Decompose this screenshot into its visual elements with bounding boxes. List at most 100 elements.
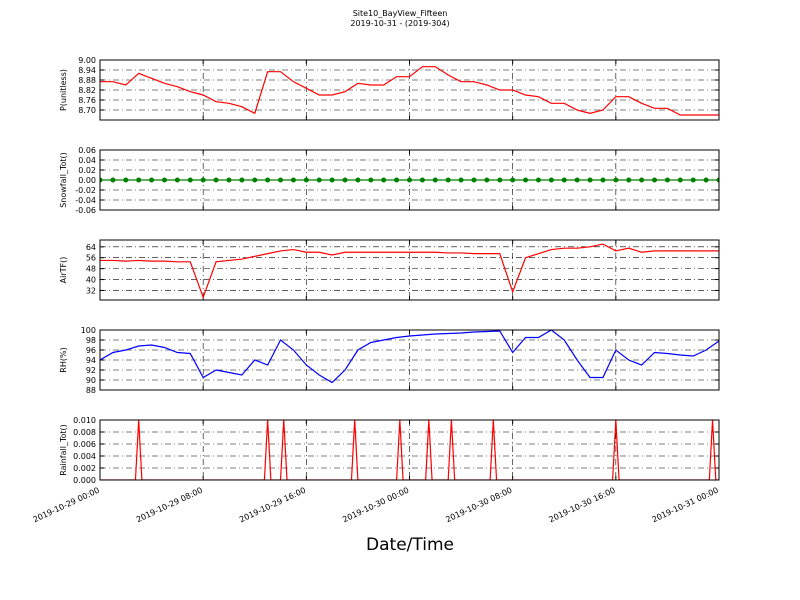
data-point (523, 177, 529, 183)
axes-frame (99, 59, 720, 121)
data-point (716, 177, 719, 183)
y-tick-label: 8.88 (78, 76, 96, 85)
plot-area (100, 330, 719, 384)
y-tick-label: 0.000 (73, 476, 96, 485)
data-point (316, 177, 322, 183)
data-point (703, 177, 709, 183)
y-axis-label: AirTF() (59, 257, 68, 284)
data-point (381, 177, 387, 183)
axes-frame (99, 149, 720, 211)
data-point (355, 177, 361, 183)
data-line (100, 243, 719, 300)
data-point (278, 177, 284, 183)
data-point (303, 177, 309, 183)
data-line (100, 420, 719, 480)
x-axis-label: Date/Time (366, 535, 454, 555)
x-tick-label: 2019-10-29 08:00 (135, 486, 204, 525)
data-point (239, 177, 245, 183)
y-tick-label: 64 (86, 243, 96, 252)
y-tick-label: 0.04 (78, 156, 96, 165)
data-line (100, 330, 719, 384)
y-tick-label: 8.82 (78, 86, 96, 95)
data-point (368, 177, 374, 183)
data-point (458, 177, 464, 183)
y-axis-label: Snowfall_Tot() (59, 152, 68, 208)
data-point (290, 177, 296, 183)
data-point (613, 177, 619, 183)
y-tick-label: 96 (86, 346, 96, 355)
data-point (161, 177, 167, 183)
y-tick-label: -0.04 (75, 196, 96, 205)
data-point (677, 177, 683, 183)
data-point (548, 177, 554, 183)
data-point (664, 177, 670, 183)
data-point (535, 177, 541, 183)
data-point (226, 177, 232, 183)
y-tick-label: 9.00 (78, 56, 96, 65)
data-point (342, 177, 348, 183)
axes-frame (99, 419, 720, 481)
data-point (419, 177, 425, 183)
x-tick-label: 2019-10-29 16:00 (238, 486, 307, 525)
x-tick-label: 2019-10-30 08:00 (444, 486, 513, 525)
data-point (136, 177, 142, 183)
y-tick-label: 0.06 (78, 146, 96, 155)
x-tick-label: 2019-10-29 00:00 (32, 486, 101, 525)
y-tick-label: -0.06 (75, 206, 96, 215)
data-point (471, 177, 477, 183)
y-tick-label: 8.94 (78, 66, 96, 75)
data-point (574, 177, 580, 183)
data-point (626, 177, 632, 183)
axes-frame (99, 329, 720, 391)
y-tick-label: -0.02 (75, 186, 96, 195)
plot-area (100, 177, 719, 183)
y-tick-label: 8.76 (78, 96, 96, 105)
data-point (510, 177, 516, 183)
y-axis-label: Rainfall_Tot() (59, 424, 68, 476)
data-point (123, 177, 129, 183)
axes-frame (99, 239, 720, 301)
y-tick-label: 94 (86, 356, 96, 365)
y-tick-label: 92 (86, 366, 96, 375)
data-point (149, 177, 155, 183)
y-tick-label: 90 (86, 376, 96, 385)
data-line (100, 66, 719, 116)
data-point (639, 177, 645, 183)
data-point (600, 177, 606, 183)
data-point (445, 177, 451, 183)
data-point (174, 177, 180, 183)
y-tick-label: 48 (86, 265, 96, 274)
y-tick-label: 0.006 (73, 440, 96, 449)
chart-title: Site10_BayView_Fifteen (353, 9, 448, 18)
data-point (561, 177, 567, 183)
data-point (432, 177, 438, 183)
data-point (187, 177, 193, 183)
data-point (265, 177, 271, 183)
y-tick-label: 0.010 (73, 416, 96, 425)
y-tick-label: 0.008 (73, 428, 96, 437)
y-tick-label: 8.70 (78, 106, 96, 115)
x-tick-label: 2019-10-31 00:00 (651, 486, 720, 525)
data-point (329, 177, 335, 183)
y-tick-label: 88 (86, 386, 96, 395)
x-tick-label: 2019-10-30 16:00 (548, 486, 617, 525)
y-axis-label: P(unitless) (59, 69, 68, 111)
data-point (213, 177, 219, 183)
y-tick-label: 56 (86, 254, 96, 263)
data-point (200, 177, 206, 183)
data-point (690, 177, 696, 183)
y-tick-label: 98 (86, 336, 96, 345)
data-point (100, 177, 103, 183)
data-point (497, 177, 503, 183)
y-tick-label: 32 (86, 286, 96, 295)
data-point (110, 177, 116, 183)
y-tick-label: 0.002 (73, 464, 96, 473)
y-tick-label: 100 (81, 326, 96, 335)
data-point (252, 177, 258, 183)
plot-area (100, 420, 719, 480)
chart-subtitle: 2019-10-31 - (2019-304) (350, 19, 449, 28)
x-tick-label: 2019-10-30 00:00 (341, 486, 410, 525)
plot-area (100, 66, 719, 116)
